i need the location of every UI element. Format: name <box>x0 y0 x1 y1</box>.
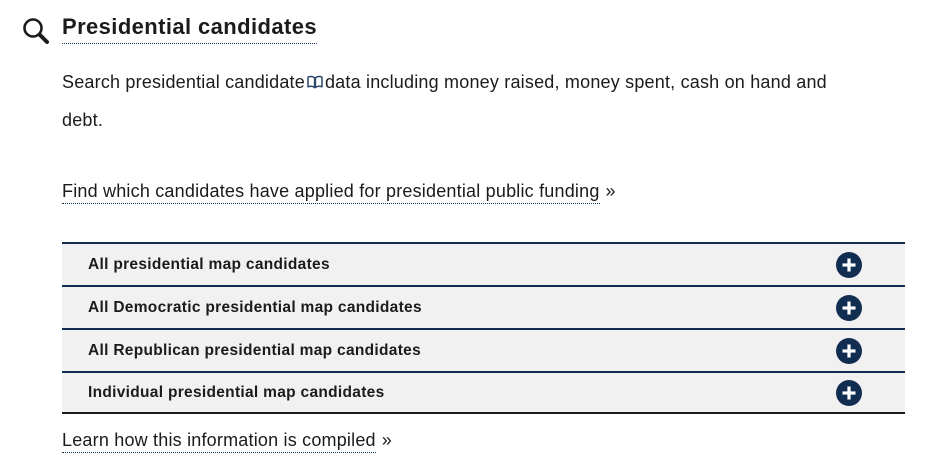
plus-icon[interactable] <box>836 379 862 406</box>
page-title[interactable]: Presidential candidates <box>62 14 317 44</box>
accordion-label: Individual presidential map candidates <box>88 383 385 401</box>
double-arrow-icon: » <box>381 430 392 450</box>
compiled-link-row: Learn how this information is compiled» <box>62 430 905 453</box>
plus-icon[interactable] <box>836 251 862 278</box>
double-arrow-icon: » <box>605 181 616 201</box>
plus-icon[interactable] <box>836 337 862 364</box>
description-text-line2: debt. <box>62 110 104 130</box>
accordion-label: All presidential map candidates <box>88 255 330 273</box>
plus-icon[interactable] <box>836 294 862 321</box>
section-description: Search presidential candidate data inclu… <box>62 64 905 138</box>
accordion-row-republican[interactable]: All Republican presidential map candidat… <box>62 328 905 371</box>
accordion-row-individual[interactable]: Individual presidential map candidates <box>62 371 905 414</box>
description-text-after: data including money raised, money spent… <box>324 72 827 92</box>
search-icon <box>20 16 52 48</box>
public-funding-link-row: Find which candidates have applied for p… <box>62 181 905 204</box>
description-text-before: Search presidential candidate <box>62 72 305 92</box>
accordion-row-all-presidential[interactable]: All presidential map candidates <box>62 242 905 285</box>
compiled-link[interactable]: Learn how this information is compiled <box>62 430 376 453</box>
book-icon[interactable] <box>307 66 323 102</box>
accordion-label: All Republican presidential map candidat… <box>88 341 422 359</box>
accordion-label: All Democratic presidential map candidat… <box>88 298 422 316</box>
presidential-candidates-section: Presidential candidates Search president… <box>23 14 905 453</box>
public-funding-link[interactable]: Find which candidates have applied for p… <box>62 181 600 204</box>
accordion-row-democratic[interactable]: All Democratic presidential map candidat… <box>62 285 905 328</box>
section-header: Presidential candidates <box>23 14 905 44</box>
candidates-accordion: All presidential map candidates All Demo… <box>62 242 905 414</box>
